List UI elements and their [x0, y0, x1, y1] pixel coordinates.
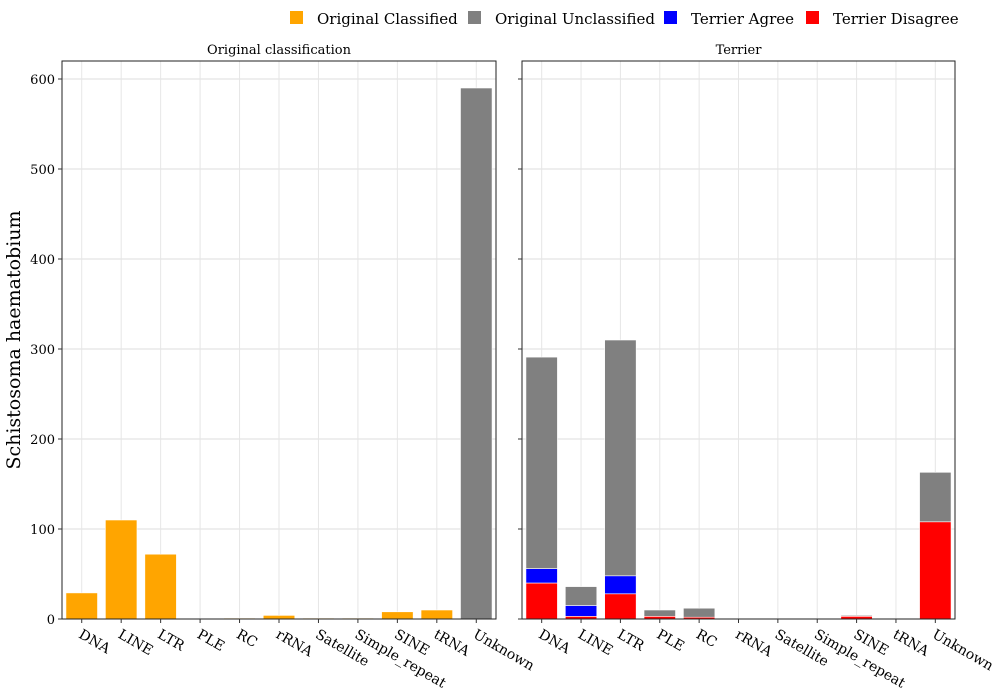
x-tick-label: DNA	[76, 627, 114, 658]
legend-label-terrier-disagree: Terrier Disagree	[833, 10, 959, 28]
x-tick-label: Unknown	[929, 627, 996, 675]
x-tick-label: LINE	[575, 627, 615, 660]
y-tick-label: 300	[30, 343, 55, 358]
bar-line-original-classified	[105, 519, 138, 620]
bar-unknown-original-unclassified	[460, 87, 493, 620]
bar-ltr-terrier-disagree	[604, 593, 637, 620]
bar-rc-original-unclassified	[683, 607, 716, 618]
x-tick-label: LTR	[155, 627, 188, 655]
legend-swatch-original-unclassified	[468, 11, 481, 24]
panel-title: Terrier	[716, 43, 763, 58]
y-tick-label: 600	[30, 73, 55, 88]
x-tick-label: rRNA	[733, 627, 776, 661]
y-tick-label: 100	[30, 523, 55, 538]
bar-dna-original-classified	[65, 592, 98, 620]
bar-sine-original-unclassified	[840, 615, 873, 617]
bar-trna-original-classified	[420, 609, 453, 620]
legend: Original Classified Original Unclassified…	[290, 10, 959, 28]
panel-1: Original classification 0 100 200 300 400 500 6…	[30, 43, 537, 692]
x-tick-label: PLE	[654, 627, 687, 655]
y-tick-label: 400	[30, 253, 55, 268]
bar-rrna-original-classified	[262, 615, 296, 620]
bar-ple-original-unclassified	[643, 609, 676, 617]
bar-ltr-original-unclassified	[604, 339, 637, 577]
bar-dna-terrier-agree	[525, 568, 558, 584]
bar-ltr-terrier-agree	[604, 575, 637, 595]
bar-unknown-terrier-disagree	[919, 521, 952, 620]
legend-swatch-original-classified	[290, 11, 303, 24]
x-tick-label: DNA	[536, 627, 574, 658]
bar-line-original-unclassified	[564, 586, 598, 606]
legend-swatch-terrier-disagree	[806, 11, 819, 24]
bar-line-terrier-agree	[564, 605, 598, 617]
x-tick-label: rRNA	[273, 627, 316, 661]
legend-label-original-unclassified: Original Unclassified	[495, 10, 655, 28]
bar-sine-original-classified	[381, 611, 414, 620]
bar-dna-original-unclassified	[525, 356, 558, 569]
bar-ltr-original-classified	[144, 553, 177, 620]
y-tick-label: 200	[30, 433, 55, 448]
x-tick-label: PLE	[194, 627, 227, 655]
y-tick-label: 0	[47, 613, 55, 628]
x-tick-label: LINE	[115, 627, 155, 660]
x-tick-label: RC	[234, 627, 260, 651]
legend-swatch-terrier-agree	[664, 11, 677, 24]
y-tick-label: 500	[30, 163, 55, 178]
bar-unknown-original-unclassified	[919, 471, 952, 523]
legend-label-terrier-agree: Terrier Agree	[691, 10, 794, 28]
y-axis-label: Schistosoma haematobium	[3, 210, 25, 469]
x-tick-label: RC	[693, 627, 719, 651]
chart-panels: Original classification 0 100 200 300 400 500 6…	[30, 43, 996, 692]
legend-label-original-classified: Original Classified	[317, 10, 458, 28]
bar-dna-terrier-disagree	[525, 582, 558, 620]
x-tick-label: LTR	[614, 627, 647, 655]
x-tick-label: Unknown	[470, 627, 537, 675]
x-tick-label: tRNA	[890, 627, 932, 661]
panel-title: Original classification	[207, 43, 352, 58]
x-tick-label: tRNA	[431, 627, 473, 661]
